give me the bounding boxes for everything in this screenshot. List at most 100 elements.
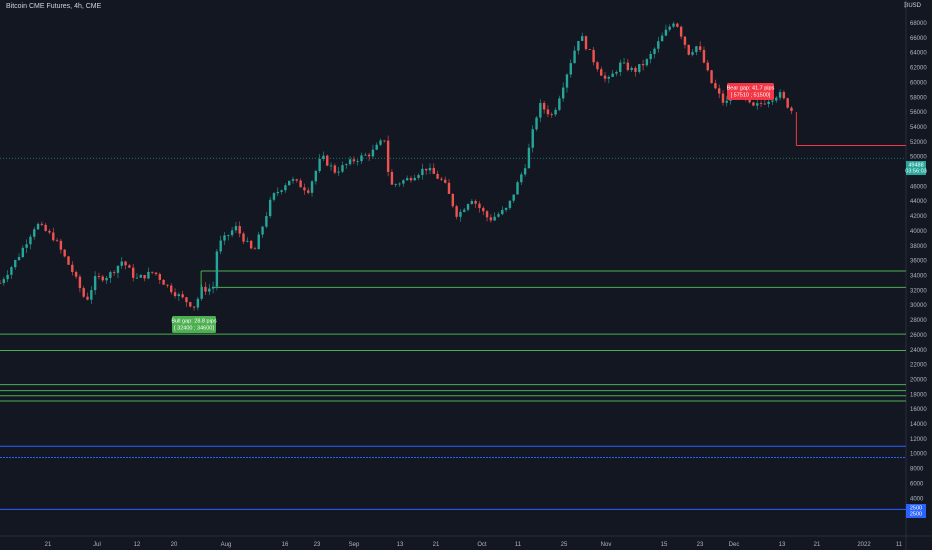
candle-body bbox=[40, 223, 44, 225]
candle-body bbox=[676, 23, 679, 27]
candle-body bbox=[383, 140, 386, 142]
candle-body bbox=[531, 129, 534, 148]
candle-body bbox=[638, 64, 641, 72]
candle-body bbox=[405, 178, 409, 181]
candle-body bbox=[170, 285, 173, 293]
candle-body bbox=[771, 100, 774, 102]
candle-body bbox=[173, 292, 177, 297]
candle-body bbox=[151, 271, 154, 273]
x-tick-label: 21 bbox=[433, 542, 440, 548]
x-tick-label: 20 bbox=[171, 542, 178, 548]
candle-body bbox=[706, 62, 709, 71]
candle-body bbox=[310, 181, 314, 193]
candle-body bbox=[131, 267, 135, 278]
x-tick-label: Nov bbox=[601, 542, 612, 548]
y-tick-label: 58000 bbox=[910, 95, 927, 101]
candle-body bbox=[25, 244, 28, 248]
candle-body bbox=[185, 297, 188, 303]
x-tick-label: 16 bbox=[282, 542, 289, 548]
x-tick-label: Jul bbox=[93, 542, 101, 548]
candle-body bbox=[78, 276, 82, 289]
y-tick-label: 14000 bbox=[910, 422, 927, 428]
candle-body bbox=[360, 155, 363, 162]
candle-body bbox=[436, 173, 439, 179]
candle-body bbox=[668, 26, 671, 30]
candle-body bbox=[364, 154, 367, 156]
candle-body bbox=[778, 92, 782, 98]
candle-body bbox=[756, 103, 759, 106]
bear-gap-text: [ 57510 ; 51500] bbox=[731, 93, 771, 99]
candle-body bbox=[348, 159, 352, 165]
candle-body bbox=[329, 165, 333, 167]
candle-body bbox=[147, 271, 150, 279]
x-tick-label: 25 bbox=[561, 542, 568, 548]
candle-body bbox=[542, 103, 546, 110]
candle-body bbox=[246, 240, 249, 242]
y-tick-label: 18000 bbox=[910, 392, 927, 398]
candle-body bbox=[265, 216, 268, 227]
candle-body bbox=[698, 46, 702, 50]
candle-body bbox=[219, 240, 222, 252]
candle-body bbox=[752, 102, 755, 106]
candle-body bbox=[196, 298, 200, 308]
candle-body bbox=[314, 170, 318, 182]
candle-body bbox=[322, 155, 325, 159]
y-tick-label: 50000 bbox=[910, 155, 927, 161]
candle-body bbox=[482, 208, 485, 212]
y-tick-label: 62000 bbox=[910, 66, 927, 72]
x-tick-label: 12 bbox=[134, 542, 141, 548]
candle-body bbox=[539, 103, 542, 118]
y-tick-label: 60000 bbox=[910, 80, 927, 86]
candle-body bbox=[242, 233, 245, 242]
candle-body bbox=[93, 276, 97, 291]
x-tick-label: 2022 bbox=[857, 542, 871, 548]
candle-body bbox=[596, 62, 599, 70]
y-tick-label: 16000 bbox=[910, 407, 927, 413]
candle-body bbox=[238, 226, 241, 234]
candle-body bbox=[474, 201, 477, 204]
candle-body bbox=[584, 36, 588, 50]
candle-body bbox=[59, 240, 63, 250]
candle-body bbox=[90, 290, 93, 300]
candle-body bbox=[470, 201, 474, 205]
bear-gap-label bbox=[727, 83, 774, 100]
candle-body bbox=[615, 72, 618, 74]
price-badge-text: 2500 bbox=[910, 512, 922, 518]
candle-body bbox=[687, 44, 690, 55]
candle-body bbox=[303, 187, 306, 191]
candle-body bbox=[86, 296, 89, 300]
candle-body bbox=[257, 234, 260, 250]
candle-body bbox=[782, 92, 786, 99]
chart-title: Bitcoin CME Futures, 4h, CME bbox=[6, 3, 102, 10]
y-tick-label: 66000 bbox=[910, 36, 927, 42]
candle-body bbox=[10, 267, 13, 275]
candle-body bbox=[561, 87, 565, 99]
candle-body bbox=[645, 59, 649, 66]
y-tick-label: 12000 bbox=[910, 437, 927, 443]
candle-body bbox=[485, 211, 489, 218]
y-tick-label: 22000 bbox=[910, 363, 927, 369]
candle-body bbox=[421, 168, 424, 176]
candle-body bbox=[759, 103, 763, 105]
candle-body bbox=[208, 288, 211, 292]
candle-body bbox=[177, 294, 181, 297]
bull-gap-text: Bull gap: 28.8 pips bbox=[171, 319, 217, 325]
y-tick-label: 38000 bbox=[910, 244, 927, 250]
candle-body bbox=[702, 49, 706, 63]
candle-body bbox=[295, 179, 299, 181]
candle-body bbox=[558, 98, 561, 110]
candle-body bbox=[63, 249, 66, 257]
y-tick-label: 20000 bbox=[910, 377, 927, 383]
candle-body bbox=[276, 191, 279, 194]
candle-body bbox=[211, 286, 215, 289]
candle-body bbox=[200, 286, 203, 299]
candle-body bbox=[554, 109, 557, 115]
candle-body bbox=[386, 140, 390, 172]
candle-body bbox=[695, 46, 698, 53]
candle-body bbox=[52, 232, 55, 241]
candle-body bbox=[192, 306, 196, 308]
x-tick-label: 13 bbox=[779, 542, 786, 548]
candle-body bbox=[649, 54, 652, 60]
candle-body bbox=[379, 140, 382, 145]
